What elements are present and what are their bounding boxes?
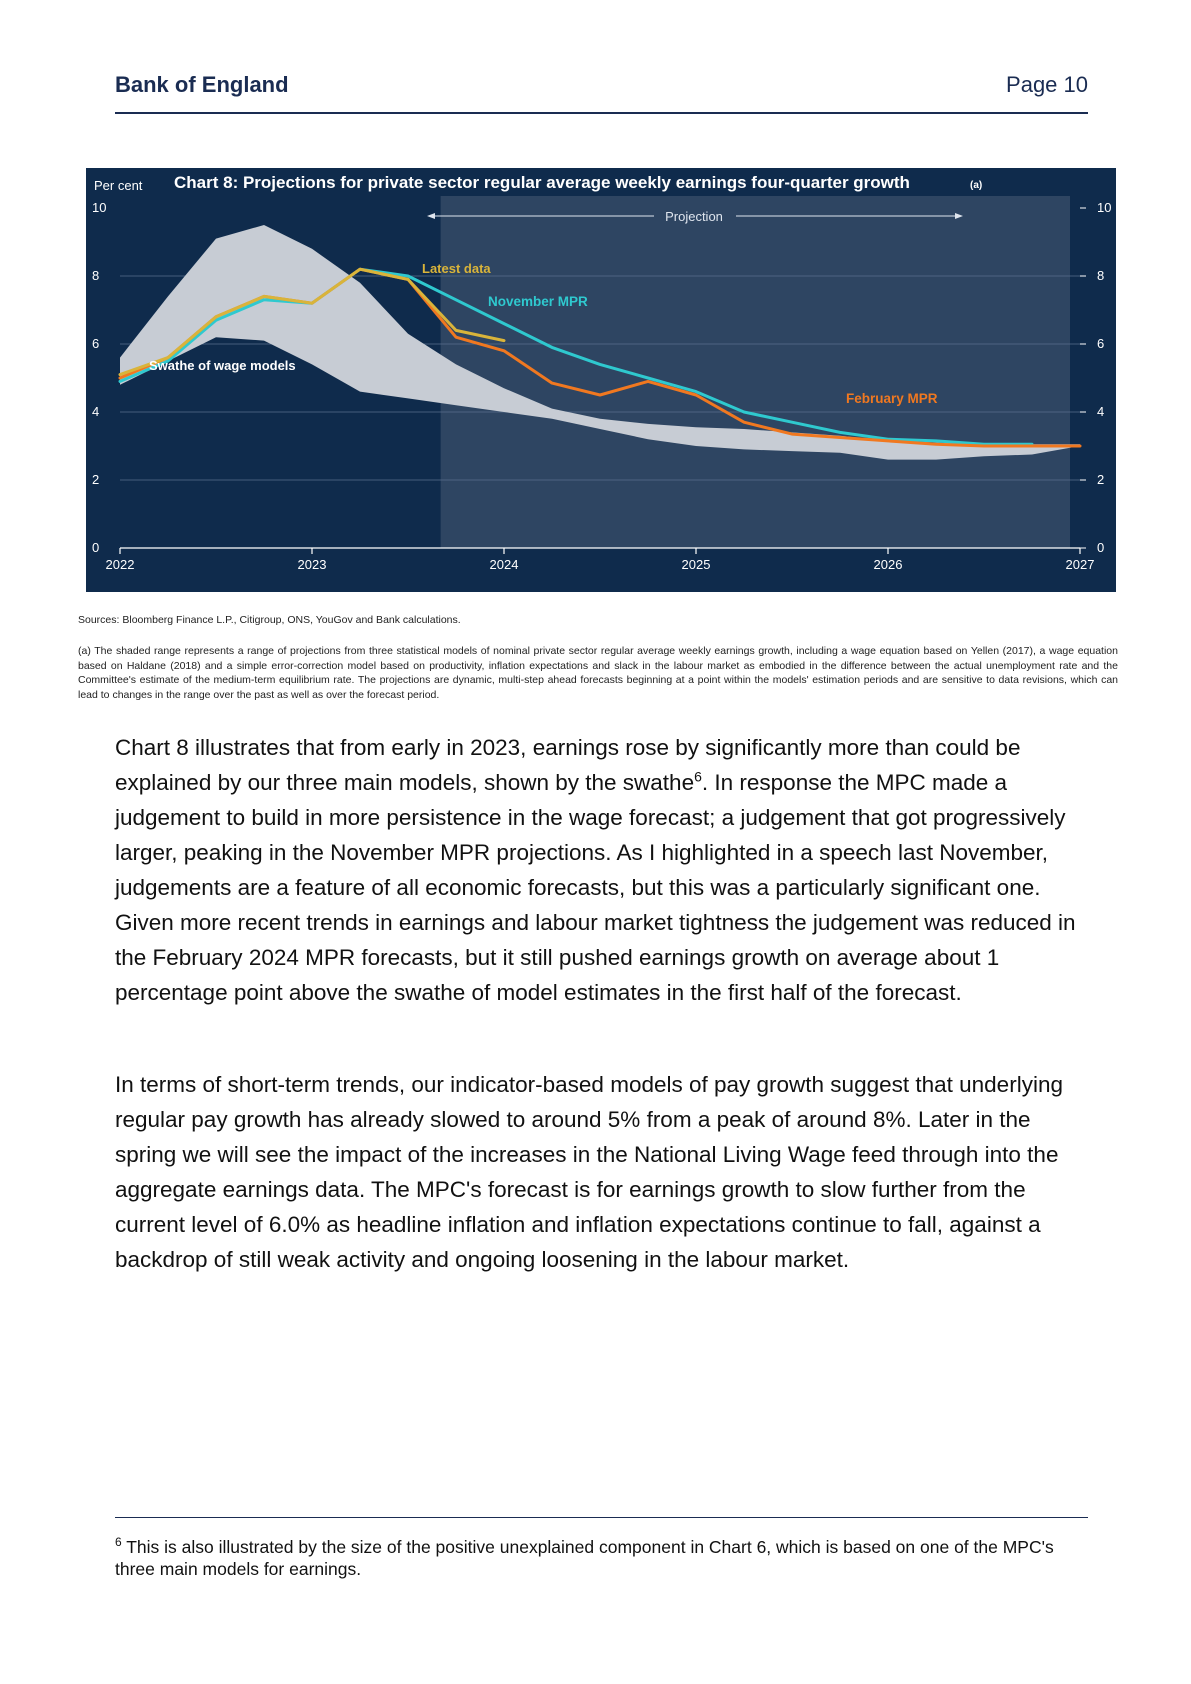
footnote-6-number: 6 [115, 1535, 122, 1550]
y-tick-right-0: 0 [1097, 540, 1104, 555]
footnote-divider [115, 1517, 1088, 1518]
footnote-6-text: This is also illustrated by the size of … [115, 1537, 1054, 1579]
y-tick-left-8: 8 [92, 268, 99, 283]
y-tick-left-0: 0 [92, 540, 99, 555]
legend-latest-data: Latest data [422, 261, 491, 276]
projection-arrowhead-right [955, 213, 963, 219]
y-tick-left-2: 2 [92, 472, 99, 487]
y-axis-label: Per cent [94, 178, 143, 193]
x-tick-2025: 2025 [682, 557, 711, 572]
y-tick-right-10: 10 [1097, 200, 1111, 215]
paragraph-1: Chart 8 illustrates that from early in 2… [115, 730, 1090, 1010]
y-tick-right-2: 2 [1097, 472, 1104, 487]
legend-november-mpr: November MPR [488, 294, 588, 309]
x-tick-2022: 2022 [106, 557, 135, 572]
y-tick-left-10: 10 [92, 200, 106, 215]
y-tick-right-8: 8 [1097, 268, 1104, 283]
y-tick-right-6: 6 [1097, 336, 1104, 351]
series-line-november-mpr [118, 267, 1034, 446]
chart-title: Chart 8: Projections for private sector … [174, 173, 910, 192]
x-tick-2023: 2023 [298, 557, 327, 572]
chart-sources: Sources: Bloomberg Finance L.P., Citigro… [78, 614, 461, 626]
page-header: Bank of England Page 10 [115, 72, 1088, 114]
footnote-6: 6 This is also illustrated by the size o… [115, 1536, 1090, 1580]
projection-arrowhead-left [427, 213, 435, 219]
legend-february-mpr: February MPR [846, 391, 938, 406]
chart-footnote: (a) The shaded range represents a range … [78, 645, 1118, 701]
swathe-area [120, 225, 1080, 460]
projection-region [440, 196, 1070, 548]
legend-swathe: Swathe of wage models [149, 358, 296, 373]
series-line-latest-data [118, 267, 506, 377]
y-tick-left-4: 4 [92, 404, 99, 419]
x-tick-2024: 2024 [490, 557, 519, 572]
chart-8: 0 0 2 2 4 4 6 6 8 8 10 10 2022 2023 2024 2025 2026 2027 P… [86, 168, 1116, 592]
paragraph-2: In terms of short-term trends, our indic… [115, 1072, 1063, 1272]
footnote-ref-6[interactable]: 6 [694, 768, 702, 785]
paragraph-1-text-cont: . In response the MPC made a judgement t… [115, 770, 1076, 1005]
paragraph-1-text: Chart 8 illustrates that from early in 2… [115, 735, 1021, 795]
x-tick-2026: 2026 [874, 557, 903, 572]
brand-name: Bank of England [115, 72, 289, 97]
x-tick-2027: 2027 [1066, 557, 1095, 572]
page-number: Page 10 [1006, 72, 1088, 97]
chart-svg: 0 0 2 2 4 4 6 6 8 8 10 10 2022 2023 2024 2025 2026 2027 P… [92, 173, 1111, 572]
projection-label: Projection [665, 209, 723, 224]
y-tick-right-4: 4 [1097, 404, 1104, 419]
chart-title-note: (a) [970, 180, 982, 191]
y-tick-left-6: 6 [92, 336, 99, 351]
